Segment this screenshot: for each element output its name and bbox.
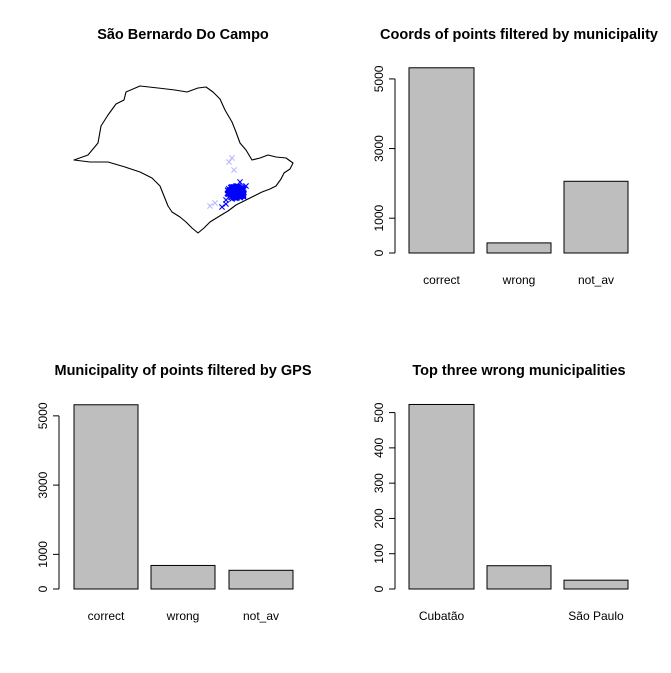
y-tick-label: 3000 [372, 135, 386, 162]
coordinate-points [207, 155, 249, 210]
bar-correct [73, 404, 139, 590]
chart-title: Coords of points filtered by municipalit… [380, 27, 658, 43]
bar-s-o-paulo [563, 579, 629, 590]
y-tick-label: 3000 [36, 471, 50, 498]
y-tick-label: 100 [372, 543, 386, 563]
map-title: São Bernardo Do Campo [97, 27, 269, 43]
y-tick-label: 0 [372, 249, 386, 256]
chart-title: Municipality of points filtered by GPS [55, 363, 312, 379]
point-marker [223, 197, 229, 203]
point-marker [231, 167, 237, 173]
y-tick-label: 400 [372, 438, 386, 458]
y-tick-label: 5000 [372, 65, 386, 92]
y-tick-label: 500 [372, 402, 386, 422]
point-marker [207, 203, 213, 209]
bar-chart-gps-filter: Municipality of points filtered by GPS co… [36, 363, 312, 623]
x-tick-label: correct [88, 609, 125, 623]
point-marker [235, 184, 242, 191]
y-tick-label: 5000 [36, 402, 50, 429]
state-outline [73, 85, 294, 234]
y-tick-label: 0 [372, 585, 386, 592]
x-tick-label: wrong [166, 609, 200, 623]
x-tick-label: wrong [502, 273, 536, 287]
point-marker [233, 193, 240, 200]
bar-cubat-o [408, 403, 475, 590]
point-marker [229, 196, 235, 202]
y-tick-label: 300 [372, 473, 386, 493]
y-tick-label: 200 [372, 508, 386, 528]
point-marker [229, 187, 236, 194]
point-marker [235, 190, 242, 197]
x-tick-label: not_av [578, 273, 614, 287]
y-tick-label: 0 [36, 585, 50, 592]
point-marker [212, 200, 218, 206]
point-marker [226, 159, 232, 165]
bar-correct [408, 67, 475, 254]
bar-not-av [228, 569, 294, 590]
x-tick-label: correct [423, 273, 460, 287]
y-tick-label: 1000 [36, 541, 50, 568]
bar-chart-municipality-filter: Coords of points filtered by municipalit… [372, 27, 658, 287]
bar-chart-top-wrong: Top three wrong municipalities Cubatão São… [372, 363, 629, 623]
point-marker [243, 183, 249, 189]
bar-wrong [150, 564, 216, 590]
point-marker [241, 194, 247, 200]
x-tick-label: São Paulo [568, 609, 624, 623]
bar-unlabeled [486, 565, 552, 590]
x-tick-label: Cubatão [419, 609, 465, 623]
map-panel: São Bernardo Do Campo [73, 27, 294, 234]
bar-not-av [563, 180, 629, 254]
point-marker [237, 179, 243, 185]
y-tick-label: 1000 [372, 205, 386, 232]
point-marker [229, 155, 235, 161]
x-tick-label: not_av [243, 609, 279, 623]
point-marker [219, 204, 225, 210]
chart-title: Top three wrong municipalities [412, 363, 625, 379]
bar-wrong [486, 242, 552, 254]
